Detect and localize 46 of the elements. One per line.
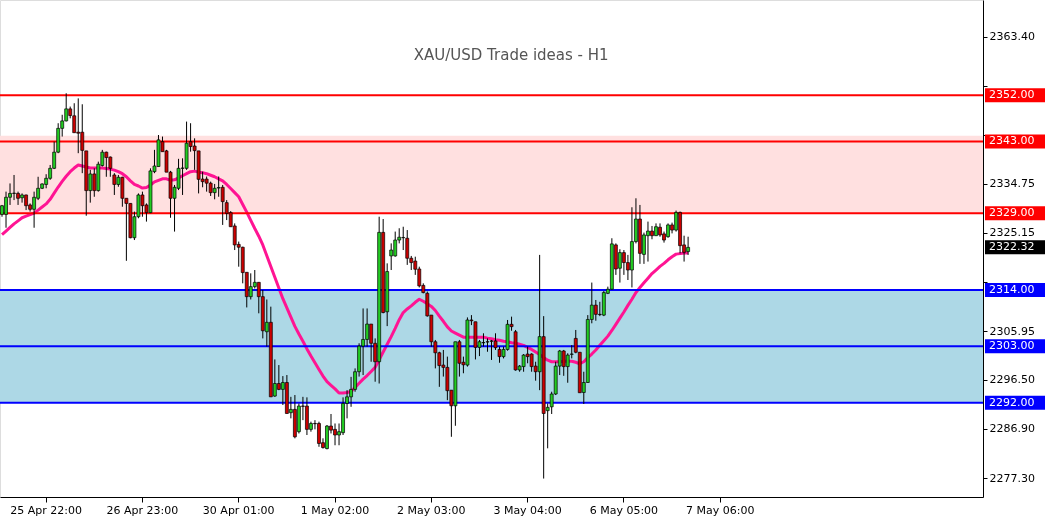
- ref-line-label: 2352.00: [989, 88, 1035, 102]
- text: 2322.32: [989, 240, 1035, 254]
- candlestick: [389, 242, 394, 271]
- x-tick-label: 3 May 04:00: [493, 503, 562, 517]
- candlestick: [593, 299, 598, 322]
- candlestick: [92, 167, 97, 198]
- x-tick-label: 1 May 02:00: [300, 503, 370, 517]
- ref-line-label: 2329.00: [989, 206, 1035, 220]
- candlestick: [622, 249, 626, 276]
- y-tick-label: 2305.95: [989, 324, 1035, 338]
- candlestick: [618, 248, 622, 284]
- candlestick: [104, 151, 109, 178]
- x-tick-label: 2 May 03:00: [397, 503, 466, 517]
- candlestick: [361, 307, 365, 376]
- candlestick: [76, 97, 81, 154]
- candlestick: [220, 184, 225, 226]
- x-tick-label: 26 Apr 23:00: [106, 503, 179, 517]
- candlestick: [20, 192, 24, 204]
- ref-line-label: 2292.00: [989, 395, 1035, 409]
- x-tick-label: 30 Apr 01:00: [202, 503, 275, 517]
- candlestick: [646, 221, 650, 263]
- y-tick-label: 2363.40: [989, 30, 1035, 44]
- candlestick: [405, 229, 410, 266]
- candlestick: [686, 236, 690, 256]
- candlestick: [140, 191, 145, 218]
- candlestick: [12, 174, 16, 201]
- candlestick: [650, 225, 654, 240]
- candlestick: [72, 102, 77, 134]
- y-tick-label: 2325.15: [989, 226, 1035, 240]
- y-tick-label: 2334.75: [989, 177, 1035, 191]
- y-tick-label: 2286.90: [989, 422, 1035, 436]
- candlestick: [481, 332, 486, 348]
- x-tick-label: 6 May 05:00: [589, 503, 659, 517]
- y-tick-label: 2277.30: [989, 471, 1035, 485]
- candlestick: [120, 176, 125, 208]
- candlestick: [248, 272, 253, 300]
- text: XAU/USD Trade ideas - H1: [413, 46, 609, 64]
- x-tick-label: 25 Apr 22:00: [10, 503, 83, 517]
- candlestick: [305, 396, 309, 436]
- ref-line-label: 2343.00: [989, 134, 1035, 148]
- ref-line-label: 2303.00: [989, 339, 1035, 353]
- y-tick-label: 2296.50: [989, 373, 1035, 387]
- ref-line-label: 2314.00: [989, 283, 1035, 296]
- x-tick-label: 7 May 06:00: [685, 503, 755, 517]
- candlestick: [317, 421, 321, 448]
- candlestick: [601, 290, 606, 317]
